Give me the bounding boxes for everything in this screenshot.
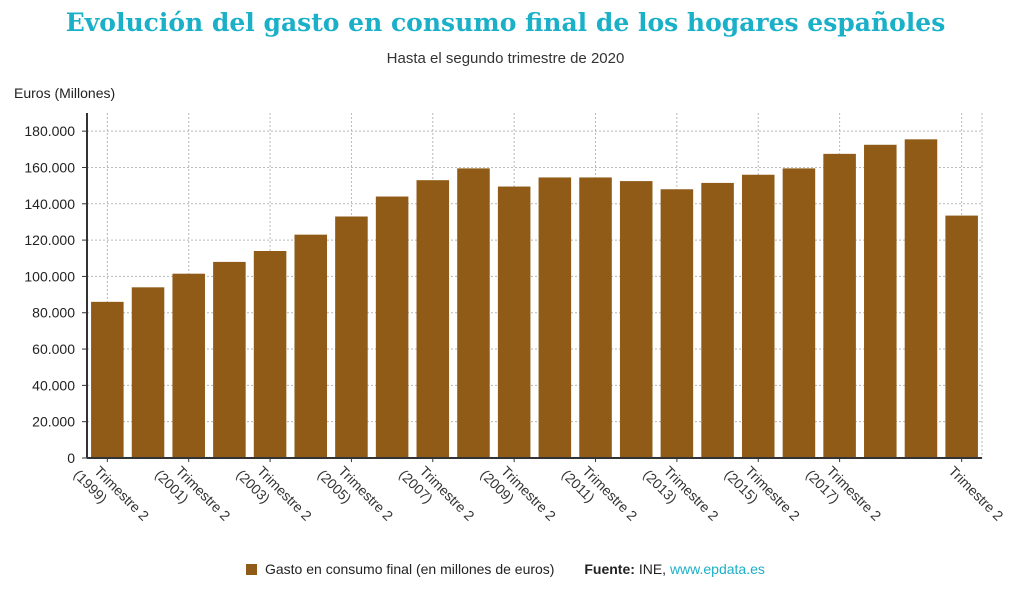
bar xyxy=(91,301,124,458)
x-tick-label: Trimestre 2(2003) xyxy=(233,463,315,524)
bar xyxy=(538,177,572,459)
y-tick-label: 80.000 xyxy=(32,305,75,321)
x-tick-label: Trimestre 2(2017) xyxy=(803,463,885,524)
bar xyxy=(823,153,856,458)
bar xyxy=(375,196,409,459)
bar xyxy=(579,177,612,459)
bar xyxy=(294,234,328,458)
bar xyxy=(335,216,368,458)
bar xyxy=(701,182,734,458)
y-tick-label: 100.000 xyxy=(24,268,75,284)
x-tick-label-line1: Trimestre 2 xyxy=(946,463,1007,524)
bar xyxy=(619,181,653,458)
x-tick-label: Trimestre 2(2015) xyxy=(722,463,804,524)
x-tick-labels: Trimestre 2(1999) Trimestre 2(2001) Trimes… xyxy=(71,463,1007,524)
bar xyxy=(457,168,490,458)
bar xyxy=(172,273,205,458)
bar xyxy=(945,215,978,458)
source-value: INE, xyxy=(638,561,667,577)
axes xyxy=(82,113,982,462)
y-axis-label: Euros (Millones) xyxy=(14,85,116,101)
legend-series-label: Gasto en consumo final (en millones de e… xyxy=(264,561,555,577)
y-tick-label: 180.000 xyxy=(24,123,75,139)
chart-title: Evolución del gasto en consumo final de … xyxy=(65,8,946,37)
y-tick-label: 40.000 xyxy=(32,377,75,393)
y-tick-labels: 0 20.000 40.000 60.000 80.000 100.000 120.000 1… xyxy=(24,123,75,466)
bar xyxy=(741,174,775,458)
bar xyxy=(416,180,450,458)
bar xyxy=(213,261,246,458)
bar xyxy=(253,251,287,458)
y-tick-label: 140.000 xyxy=(24,196,75,212)
bar xyxy=(131,287,165,458)
y-tick-label: 20.000 xyxy=(32,414,75,430)
y-tick-label: 120.000 xyxy=(24,232,75,248)
bar xyxy=(864,144,897,459)
x-tick-label: Trimestre 2(2011) xyxy=(559,463,641,524)
chart-subtitle: Hasta el segundo trimestre de 2020 xyxy=(386,50,625,67)
x-tick-label: Trimestre 2(1999) xyxy=(71,463,153,524)
bar xyxy=(497,186,531,458)
x-tick-label: Trimestre 2(2005) xyxy=(315,463,397,524)
y-tick-label: 160.000 xyxy=(24,159,75,175)
x-tick-label: Trimestre 2(2009) xyxy=(478,463,560,524)
source-link[interactable]: www.epdata.es xyxy=(669,561,765,577)
bar xyxy=(904,139,938,458)
source-label: Fuente: xyxy=(584,561,635,577)
legend-swatch xyxy=(246,564,258,575)
x-tick-label: Trimestre 2(2007) xyxy=(396,463,478,524)
bar xyxy=(782,168,816,458)
bar xyxy=(660,189,694,458)
bar-series xyxy=(91,139,978,459)
y-tick-label: 60.000 xyxy=(32,341,75,357)
legend: Gasto en consumo final (en millones de e… xyxy=(0,561,1011,577)
y-tick-label: 0 xyxy=(67,450,75,466)
x-tick-label: Trimestre 2(2001) xyxy=(152,463,234,524)
x-tick-label: Trimestre 2 xyxy=(946,463,1007,524)
x-tick-label: Trimestre 2(2013) xyxy=(640,463,722,524)
